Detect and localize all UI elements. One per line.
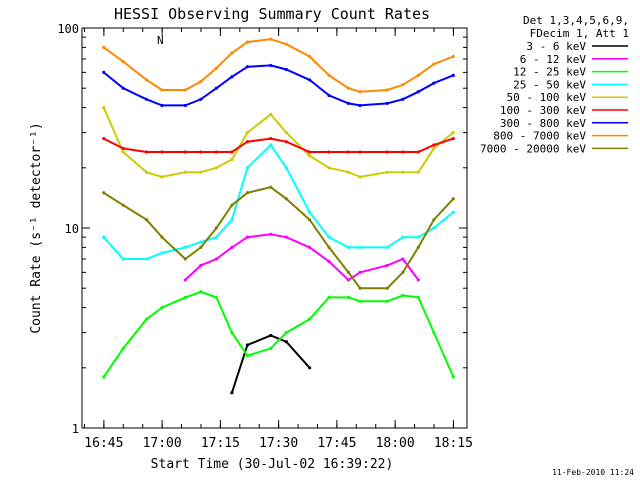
- series-line: [230, 334, 311, 394]
- generation-timestamp: 11-Feb-2010 11:24: [552, 468, 634, 477]
- series-layer: [102, 37, 455, 395]
- series-group: [102, 143, 455, 261]
- x-tick-label: 18:00: [376, 436, 415, 451]
- series-line: [103, 186, 455, 290]
- series-line: [103, 64, 454, 107]
- x-tick-label: 17:45: [317, 436, 356, 451]
- legend-entry-label: 25 - 50 keV: [513, 78, 586, 91]
- legend: Det 1,3,4,5,6,9, FDecim 1, Att 1 3 - 6 k…: [480, 14, 629, 155]
- series-line: [102, 143, 454, 260]
- legend-entry-label: 800 - 7000 keV: [493, 130, 586, 143]
- series-group: [230, 333, 312, 395]
- legend-entry-label: 7000 - 20000 keV: [480, 142, 586, 155]
- y-tick-label: 1: [72, 422, 79, 436]
- x-tick-label: 18:15: [434, 436, 473, 451]
- x-tick-label: 17:30: [259, 436, 298, 451]
- series-group: [102, 37, 455, 94]
- series-group: [183, 232, 420, 282]
- series-group: [102, 105, 455, 179]
- series-group: [102, 63, 455, 108]
- y-tick-label: 100: [57, 22, 79, 36]
- series-line: [184, 233, 420, 282]
- legend-entry-label: 100 - 300 keV: [500, 104, 586, 117]
- legend-header-line-2: FDecim 1, Att 1: [530, 27, 629, 40]
- legend-entry-label: 300 - 800 keV: [500, 117, 586, 130]
- legend-header-line-1: Det 1,3,4,5,6,9,: [523, 14, 629, 27]
- legend-entry-label: 50 - 100 keV: [507, 91, 587, 104]
- annotation-label: N: [157, 34, 164, 47]
- x-tick-label: 16:45: [84, 436, 123, 451]
- x-axis-ticks: 16:45 17:00 17:15 17:30 17:45 18:00 18:15: [83, 28, 473, 451]
- x-tick-label: 17:00: [143, 436, 182, 451]
- series-group: [102, 290, 455, 379]
- series-line: [102, 290, 455, 378]
- series-group: [102, 136, 455, 154]
- x-tick-label: 17:15: [201, 436, 240, 451]
- chart-title: HESSI Observing Summary Count Rates: [114, 5, 430, 23]
- series-group: [102, 185, 455, 290]
- y-axis-title: Count Rate (s⁻¹ detector⁻¹): [29, 122, 44, 333]
- series-line: [103, 38, 454, 93]
- x-axis-title: Start Time (30-Jul-02 16:39:22): [151, 457, 394, 472]
- y-tick-label: 10: [65, 222, 79, 236]
- legend-entry-label: 12 - 25 keV: [513, 66, 586, 79]
- legend-entry-label: 3 - 6 keV: [526, 40, 586, 53]
- plot-frame: [81, 27, 468, 429]
- series-line: [102, 107, 454, 178]
- legend-entry-label: 6 - 12 keV: [520, 53, 587, 66]
- series-line: [103, 137, 454, 153]
